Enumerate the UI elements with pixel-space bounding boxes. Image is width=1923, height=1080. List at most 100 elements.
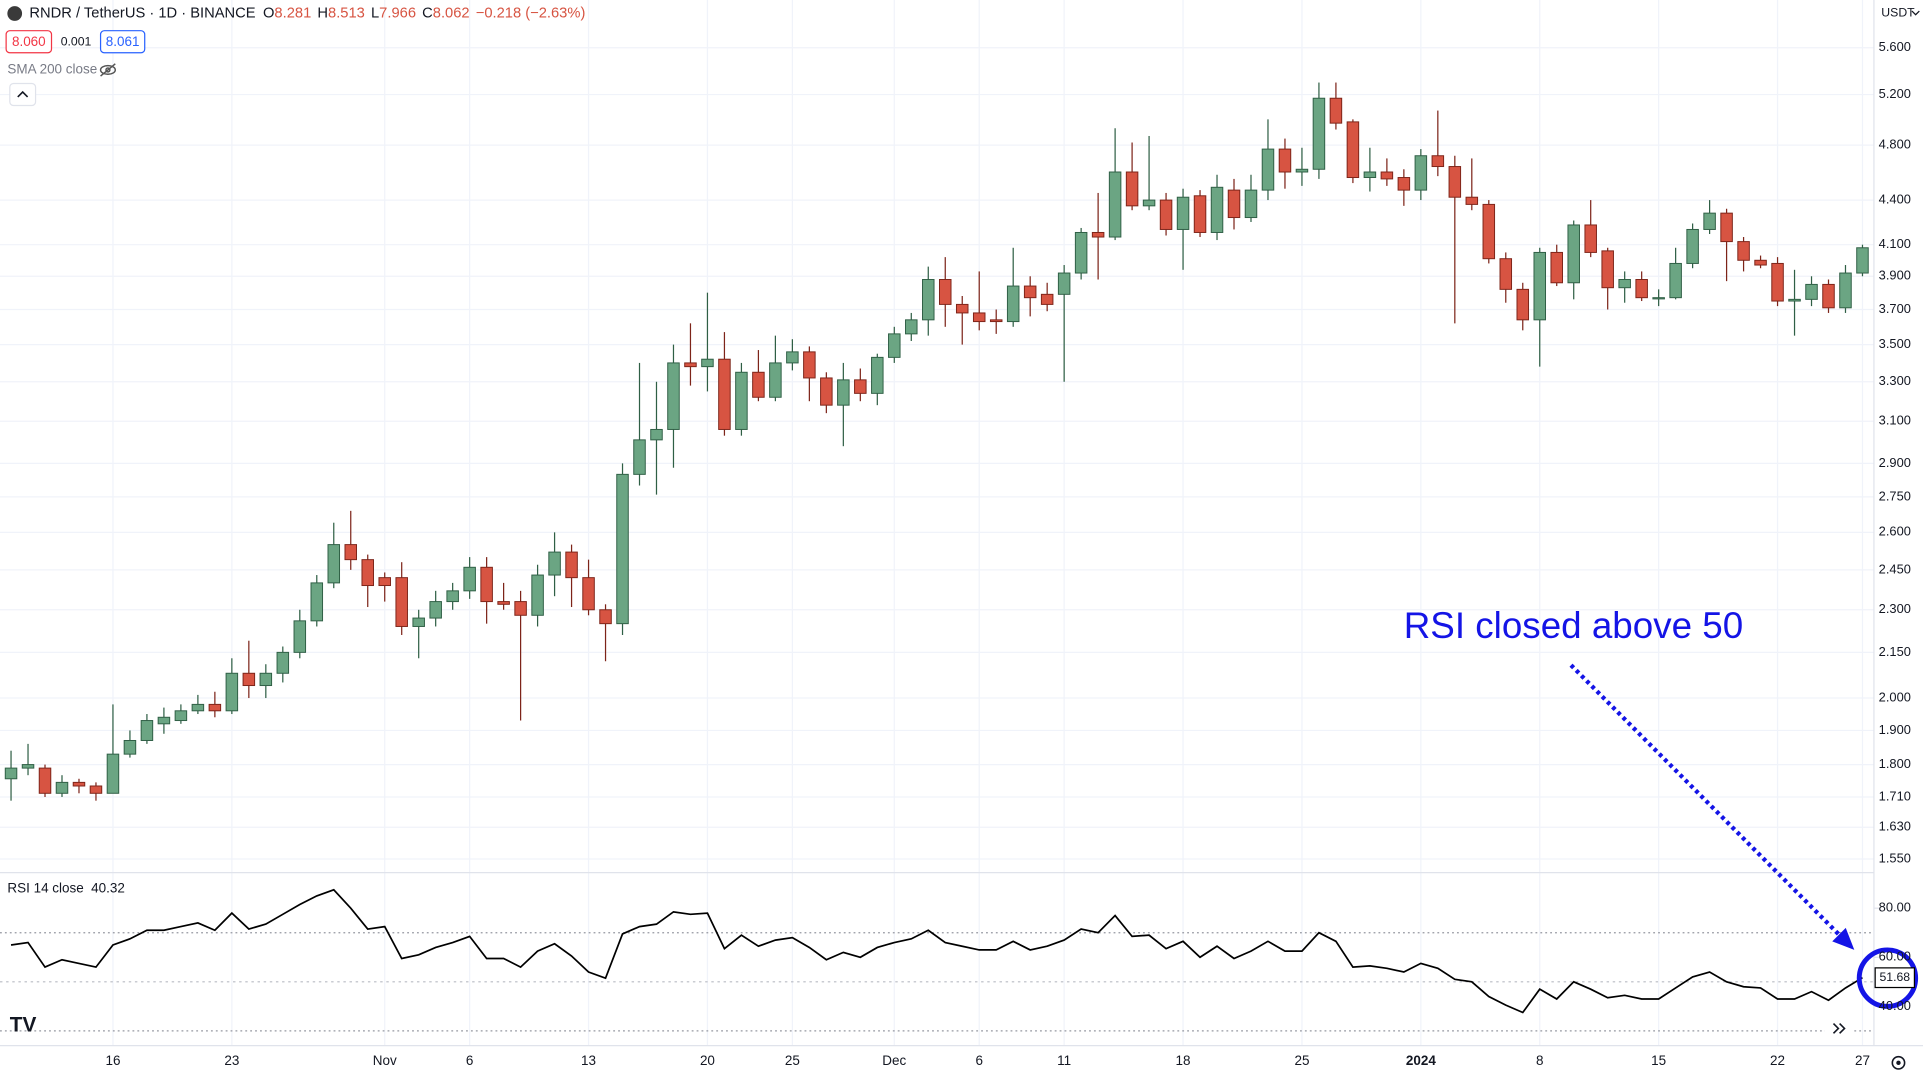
ohlc-key: L — [371, 5, 379, 21]
settings-icon-center — [1896, 1060, 1901, 1066]
candle-body — [1244, 189, 1258, 219]
ohlc-key: O — [263, 5, 274, 21]
x-tick-label: 6 — [975, 1053, 982, 1068]
y-tick-label: 3.100 — [1879, 413, 1911, 428]
y-tick-label: 2.450 — [1879, 561, 1911, 576]
candle-body — [1856, 247, 1869, 274]
y-tick-label: 2.600 — [1879, 524, 1911, 539]
candle-body — [1703, 212, 1716, 230]
symbol-icon — [7, 6, 23, 21]
candle-body — [531, 574, 544, 616]
y-tick-label: 2.000 — [1879, 689, 1911, 704]
y-tick-label: 3.700 — [1879, 301, 1911, 316]
candle-body — [667, 362, 680, 430]
candle-body — [242, 672, 256, 687]
y-tick-label: 4.400 — [1879, 191, 1911, 206]
candle-body — [106, 753, 120, 794]
candle-body — [922, 279, 935, 321]
candle-body — [1278, 148, 1292, 173]
x-tick-label: 13 — [581, 1053, 596, 1068]
candle-body — [1686, 228, 1699, 264]
y-tick-label: 5.200 — [1879, 86, 1911, 101]
candle-body — [1006, 285, 1020, 323]
candle-body — [1295, 168, 1309, 173]
settings-icon[interactable] — [1891, 1055, 1906, 1070]
x-tick-label: 27 — [1855, 1053, 1870, 1068]
candle-body — [1754, 259, 1767, 266]
candle-body — [735, 371, 748, 430]
ask: 8.061 — [106, 34, 140, 49]
candle-body — [1091, 231, 1105, 238]
y-tick-label: 1.800 — [1879, 756, 1911, 771]
candle-body — [1550, 251, 1563, 284]
candle-body — [1822, 283, 1835, 309]
ohlc-value: 8.513 — [328, 5, 365, 21]
header-line: RNDR / TetherUS · 1D · BINANCE O8.281 H8.5… — [29, 5, 585, 21]
x-tick-label: 18 — [1176, 1053, 1191, 1068]
candle-body — [701, 358, 714, 368]
candle-body — [1057, 272, 1071, 295]
candle-body — [1771, 262, 1784, 302]
candle-body — [837, 379, 850, 406]
y-tick-label: 3.900 — [1879, 268, 1911, 283]
y-tick-label: 1.900 — [1879, 722, 1911, 737]
y-tick-label: 3.300 — [1879, 373, 1911, 388]
candle-body — [1125, 171, 1139, 207]
candle-body — [1329, 97, 1343, 124]
currency-caret — [1911, 10, 1920, 16]
candle-body — [1193, 195, 1207, 233]
candle-body — [429, 601, 442, 619]
ask-box[interactable] — [99, 30, 146, 54]
candle-body — [344, 544, 358, 561]
collapse-button[interactable] — [9, 82, 37, 107]
candle-body — [1363, 171, 1377, 179]
candle-body — [972, 312, 986, 323]
candle-body — [955, 303, 969, 314]
y-tick-label: 80.00 — [1879, 900, 1911, 915]
candle-body — [276, 651, 290, 674]
candle-body — [989, 319, 1003, 323]
logo[interactable]: TV — [10, 1013, 37, 1036]
x-tick-label: 11 — [1057, 1053, 1071, 1068]
candle-body — [1601, 250, 1614, 289]
candle-body — [1176, 196, 1190, 230]
x-tick-label: 23 — [224, 1053, 239, 1068]
candle-body — [1312, 97, 1326, 170]
candle-body — [123, 739, 137, 755]
candle-body — [684, 362, 697, 368]
currency[interactable]: USDT — [1881, 6, 1915, 20]
candle-body — [718, 358, 731, 430]
visibility-icon[interactable] — [99, 63, 117, 77]
candle-body — [1584, 224, 1597, 253]
candle-body — [769, 362, 782, 398]
x-tick-label: 22 — [1770, 1053, 1785, 1068]
candle-body — [786, 351, 799, 364]
x-tick-label: Dec — [882, 1053, 906, 1068]
candle-body — [548, 551, 561, 576]
candle-body — [1516, 288, 1530, 321]
candle-body — [1108, 171, 1122, 238]
y-tick-label: 2.150 — [1879, 644, 1911, 659]
candle-body — [752, 371, 765, 398]
y-tick-label: 2.900 — [1879, 455, 1911, 470]
candle-body — [1737, 241, 1750, 261]
candle-body — [1499, 258, 1513, 290]
candle-body — [55, 781, 69, 794]
ohlc-value: 8.062 — [433, 5, 470, 21]
ohlc-key: H — [317, 5, 328, 21]
y-tick-label: 4.800 — [1879, 137, 1911, 152]
annotation-arrowhead — [1832, 927, 1855, 950]
candle-body — [1839, 272, 1852, 309]
bid-box[interactable] — [5, 30, 53, 54]
y-tick-label: 4.100 — [1879, 236, 1911, 251]
y-tick-label: 3.500 — [1879, 336, 1911, 351]
candle-body — [497, 601, 510, 605]
ohlc-key: C — [422, 5, 433, 21]
annotation-circle — [1856, 947, 1919, 1009]
candle-body — [871, 356, 884, 394]
ohlc-value: 8.281 — [274, 5, 311, 21]
candle-body — [310, 582, 324, 622]
y-tick-label: 1.630 — [1879, 819, 1911, 834]
x-tick-label: 16 — [105, 1053, 120, 1068]
